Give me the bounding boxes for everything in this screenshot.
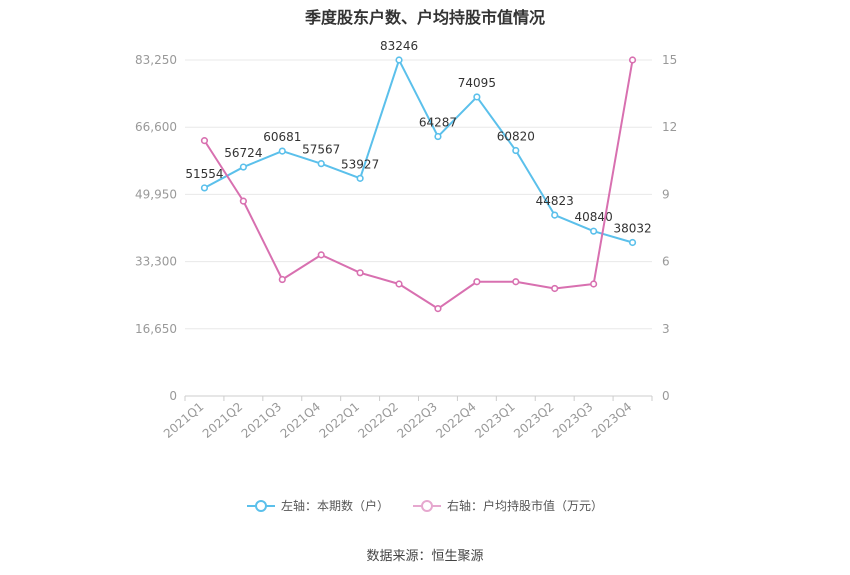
data-label: 44823 — [536, 194, 574, 208]
point-right — [434, 305, 442, 313]
point-right — [395, 280, 403, 288]
point-left — [200, 184, 209, 192]
right-tick-label: 12 — [662, 120, 677, 134]
data-label: 53927 — [341, 157, 379, 171]
left-tick-label: 0 — [169, 389, 177, 403]
legend-left-label: 左轴：本期数（户） — [280, 499, 389, 513]
left-tick-label: 66,600 — [135, 120, 177, 134]
series-line-right — [203, 59, 634, 310]
data-label: 57567 — [302, 143, 340, 157]
point-right — [551, 284, 559, 293]
point-right — [317, 251, 325, 259]
point-left — [512, 146, 520, 155]
point-left — [551, 211, 559, 219]
series-line-left — [203, 59, 633, 244]
data-label: 60820 — [497, 130, 535, 144]
right-tick-label: 9 — [662, 187, 670, 201]
point-right — [200, 137, 209, 145]
x-tick-label: 2021Q1 — [161, 400, 206, 441]
right-tick-label: 0 — [662, 389, 670, 403]
point-right — [239, 197, 247, 205]
point-right — [512, 278, 520, 286]
data-label: 56724 — [224, 146, 262, 160]
right-tick-label: 6 — [662, 255, 670, 269]
source-note: 数据来源：恒生聚源 — [366, 549, 484, 564]
x-tick-label: 2021Q3 — [239, 400, 284, 441]
x-tick-label: 2022Q2 — [355, 400, 400, 441]
legend-left-marker-icon — [246, 499, 275, 512]
data-label: 40840 — [575, 210, 613, 224]
point-right — [356, 269, 364, 277]
data-label: 83246 — [380, 39, 418, 53]
data-label: 51554 — [185, 167, 223, 181]
point-left — [278, 147, 286, 155]
point-left — [239, 163, 247, 171]
point-left — [473, 93, 481, 101]
x-tick-label: 2023Q3 — [550, 400, 595, 441]
legend-item-left[interactable]: 左轴：本期数（户） — [246, 497, 389, 514]
data-label: 64287 — [419, 116, 457, 130]
x-tick-label: 2022Q4 — [433, 400, 478, 441]
point-right — [590, 280, 598, 288]
left-tick-label: 49,950 — [135, 187, 177, 201]
legend-item-right[interactable]: 右轴：户均持股市值（万元） — [413, 497, 603, 514]
x-tick-label: 2021Q4 — [278, 400, 323, 441]
legend-right-marker-icon — [413, 499, 441, 512]
left-tick-label: 16,650 — [135, 322, 177, 336]
legend-right-label: 右轴：户均持股市值（万元） — [447, 499, 604, 513]
x-tick-label: 2023Q1 — [472, 400, 517, 441]
point-left — [434, 132, 442, 141]
point-right — [278, 275, 286, 284]
left-tick-label: 33,300 — [135, 255, 177, 269]
x-tick-label: 2022Q3 — [394, 400, 439, 441]
point-left — [628, 238, 637, 247]
x-tick-label: 2021Q2 — [200, 400, 245, 441]
x-tick-label: 2023Q2 — [511, 400, 556, 441]
data-label: 38032 — [613, 222, 651, 236]
x-tick-label: 2023Q4 — [589, 400, 634, 441]
data-label: 74095 — [458, 76, 496, 90]
point-left — [356, 174, 364, 182]
left-tick-label: 83,250 — [135, 53, 177, 67]
data-label: 60681 — [263, 130, 301, 144]
point-right — [628, 56, 637, 64]
point-left — [590, 227, 598, 235]
right-tick-label: 3 — [662, 322, 670, 336]
point-right — [473, 278, 481, 286]
point-left — [317, 160, 325, 168]
point-left — [395, 56, 403, 64]
x-tick-label: 2022Q1 — [317, 400, 362, 441]
chart-title: 季度股东户数、户均持股市值情况 — [304, 8, 545, 27]
right-tick-label: 15 — [662, 53, 677, 67]
legend: 左轴：本期数（户） 右轴：户均持股市值（万元） — [0, 497, 850, 514]
